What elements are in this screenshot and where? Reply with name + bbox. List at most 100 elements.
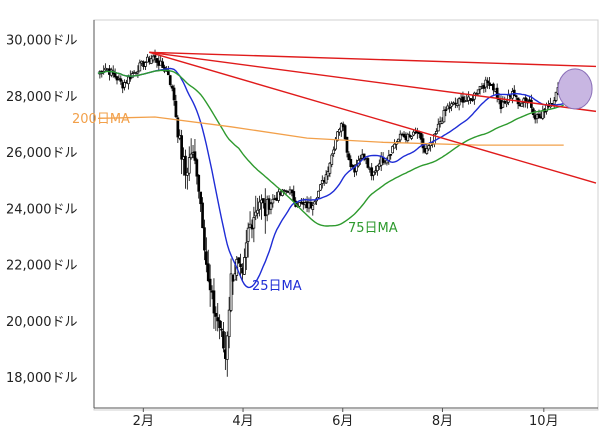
candle-body (311, 205, 315, 210)
candle-body (442, 110, 446, 123)
candle-body (292, 191, 296, 202)
candle-body (123, 82, 126, 88)
candle-body (203, 227, 206, 251)
trendline (149, 51, 597, 113)
candle-body (503, 100, 507, 103)
candle-body (244, 242, 248, 258)
candle-body (419, 132, 423, 140)
candle-body (484, 79, 488, 88)
candle-body (225, 335, 229, 360)
candle-body (412, 131, 415, 136)
ma25-label: 25日MA (252, 279, 302, 294)
candle-body (151, 55, 155, 61)
candle-body (351, 164, 355, 168)
trendline (149, 51, 597, 68)
candle-body (119, 78, 123, 82)
candle-body (374, 170, 377, 173)
candle-body (258, 201, 261, 210)
candle-body (476, 89, 480, 94)
candle-body (277, 191, 280, 201)
candle-body (406, 133, 410, 141)
ma200-line (97, 116, 564, 146)
candle-body (185, 171, 189, 176)
candle-body (216, 317, 220, 322)
candle-body (328, 162, 332, 174)
candle-body (204, 251, 208, 265)
candle-body (332, 149, 336, 155)
candle-body (512, 89, 516, 96)
candle-body (161, 61, 164, 68)
highlight-circle (557, 68, 593, 110)
candle-body (222, 331, 225, 349)
x-axis-labels: 2月 4月 6月 8月 10月 (133, 408, 559, 429)
candle-body (201, 202, 204, 229)
candle-body (393, 143, 396, 149)
candle-body (501, 101, 505, 108)
candle-body (199, 191, 202, 205)
candle-body (144, 62, 147, 67)
candle-body (410, 136, 413, 139)
candle-body (197, 174, 201, 192)
x-tick-label: 4月 (232, 414, 253, 429)
y-axis-labels: 30,000ドル 28,000ドル 26,000ドル 24,000ドル 22,000ドル… (6, 34, 78, 386)
candle-body (376, 165, 379, 171)
candle-body (214, 312, 218, 317)
trendlines (149, 51, 597, 184)
candle-body (408, 134, 412, 138)
ma200-label: 200日MA (72, 112, 130, 127)
candle-body (309, 201, 313, 209)
candle-body (486, 80, 490, 84)
candle-body (319, 184, 322, 191)
candle-body (457, 98, 461, 106)
candle-body (330, 154, 334, 165)
candle-body (237, 257, 241, 264)
y-tick-label: 18,000ドル (6, 371, 78, 386)
candle-body (461, 96, 465, 103)
candle-body (358, 158, 362, 161)
candle-body (345, 136, 349, 153)
candle-body (514, 95, 518, 98)
candle-body (471, 99, 474, 102)
candle-body (229, 273, 233, 311)
highlight-marker (557, 68, 593, 110)
candle-body (284, 189, 288, 192)
candle-body (474, 93, 478, 95)
ma75-label: 75日MA (348, 221, 398, 236)
y-tick-label: 28,000ドル (6, 90, 78, 105)
candle-body (174, 100, 178, 118)
trendline (149, 51, 597, 184)
candle-body (343, 125, 347, 140)
candle-body (168, 75, 172, 85)
candle-body (262, 198, 265, 204)
candle-body (505, 102, 509, 105)
plot-area (93, 19, 599, 411)
candle-body (349, 158, 353, 167)
candle-body (450, 103, 453, 107)
indicator-lines (97, 67, 564, 289)
candle-body (473, 92, 476, 100)
candle-body (339, 123, 343, 132)
candle-body (436, 123, 440, 132)
candle-body (507, 94, 510, 103)
x-tick-label: 10月 (529, 414, 559, 429)
candle-body (398, 133, 402, 141)
candle-body (444, 109, 448, 112)
y-tick-label: 26,000ドル (6, 146, 78, 161)
candle-body (434, 131, 438, 135)
y-tick-label: 24,000ドル (6, 202, 78, 217)
candle-body (127, 76, 130, 85)
candle-body (425, 148, 429, 154)
candle-body (448, 106, 451, 109)
candle-body (227, 309, 231, 338)
candle-body (537, 113, 541, 119)
x-tick-label: 8月 (432, 414, 453, 429)
candle-body (195, 159, 199, 177)
candle-body (246, 227, 250, 242)
candle-body (520, 102, 524, 107)
candle-body (389, 153, 393, 156)
candle-body (324, 174, 328, 184)
candle-body (372, 171, 375, 176)
candle-body (155, 58, 159, 63)
candle-body (313, 201, 317, 205)
